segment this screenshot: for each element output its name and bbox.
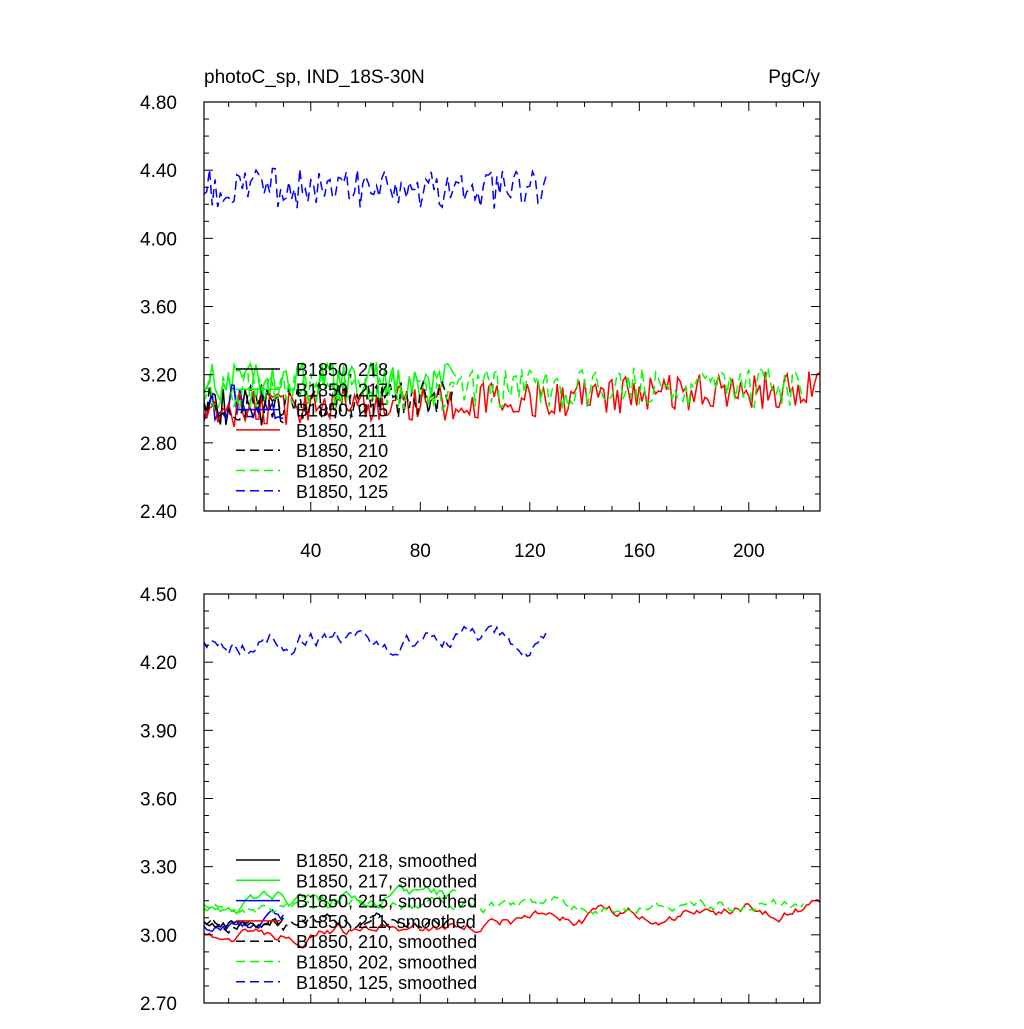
- y-tick-label: 3.90: [140, 721, 177, 742]
- panel-1: 40 80 120 160 200 2.40 2.80 3.20 3.60 4.00 4.40 4.8…: [140, 67, 821, 562]
- y-tick-label: 2.70: [140, 994, 177, 1015]
- legend-label: B1850, 218, smoothed: [296, 851, 477, 871]
- y-tick-label: 4.20: [140, 653, 177, 674]
- x-tick-label: 40: [300, 541, 321, 562]
- y-tick-label: 3.30: [140, 858, 177, 879]
- series-line-7: [204, 625, 547, 658]
- legend-label: B1850, 218: [296, 360, 388, 380]
- series-line-5: [204, 379, 454, 421]
- y-tick-label: 3.00: [140, 926, 177, 947]
- legend-label: B1850, 125, smoothed: [296, 973, 477, 993]
- series-line-2: [204, 883, 457, 915]
- series-line-5: [204, 912, 454, 935]
- y-tick-label: 4.00: [140, 229, 177, 250]
- legend-label: B1850, 215: [296, 401, 388, 421]
- series-line-4: [204, 898, 820, 949]
- series-line-6: [204, 896, 805, 916]
- y-tick-label: 3.60: [140, 298, 177, 319]
- y-tick-label: 2.40: [140, 502, 177, 523]
- x-tick-label: 80: [410, 541, 431, 562]
- series-group: [204, 167, 820, 428]
- chart-units: PgC/y: [768, 67, 820, 88]
- legend-label: B1850, 202: [296, 462, 388, 482]
- x-tick-label: 160: [623, 541, 655, 562]
- legend-label: B1850, 210, smoothed: [296, 932, 477, 952]
- series-line-7: [204, 167, 547, 209]
- legend-label: B1850, 211: [296, 421, 387, 441]
- panel-2: 2.70 3.00 3.30 3.60 3.90 4.20 4.50 B1850, 218, …: [140, 585, 821, 1015]
- series-line-3: [204, 908, 285, 933]
- legend-label: B1850, 211, smoothed: [296, 912, 476, 932]
- legend-label: B1850, 210: [296, 441, 388, 461]
- y-tick-label: 3.20: [140, 366, 177, 387]
- y-tick-label: 3.60: [140, 790, 177, 811]
- series-group: [204, 625, 820, 949]
- y-tick-label: 4.40: [140, 161, 177, 182]
- y-tick-label: 4.50: [140, 585, 177, 606]
- legend-label: B1850, 215, smoothed: [296, 892, 477, 912]
- legend-label: B1850, 217: [296, 380, 388, 400]
- x-tick-label: 200: [733, 541, 765, 562]
- y-tick-label: 2.80: [140, 434, 177, 455]
- x-tick-label: 120: [514, 541, 546, 562]
- chart-title: photoC_sp, IND_18S-30N: [204, 67, 425, 88]
- legend-label: B1850, 125: [296, 482, 388, 502]
- legend-label: B1850, 217, smoothed: [296, 871, 477, 891]
- series-line-6: [204, 367, 805, 412]
- y-tick-label: 4.80: [140, 93, 177, 114]
- legend-label: B1850, 202, smoothed: [296, 953, 477, 973]
